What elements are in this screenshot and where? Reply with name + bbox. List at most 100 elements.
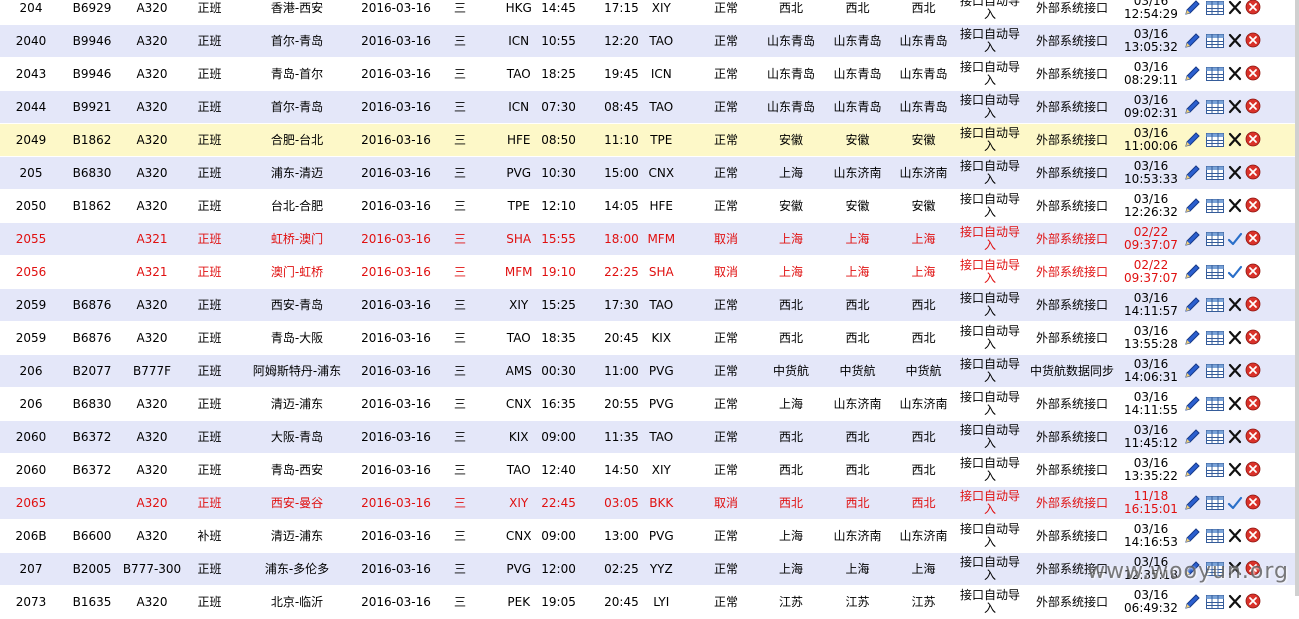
delete-circle-icon[interactable] xyxy=(1245,197,1261,215)
table-grid-icon[interactable] xyxy=(1205,461,1225,479)
pencil-icon[interactable] xyxy=(1183,296,1203,314)
table-row[interactable]: 2059 B6876 A320 正班 西安-青岛 2016-03-16 三 XIY 15:25… xyxy=(0,288,1295,322)
table-row[interactable]: 2059 B6876 A320 正班 青岛-大阪 2016-03-16 三 TAO 18:35… xyxy=(0,321,1295,355)
x-icon[interactable] xyxy=(1227,428,1243,446)
table-grid-icon[interactable] xyxy=(1205,164,1225,182)
delete-circle-icon[interactable] xyxy=(1245,560,1261,578)
delete-circle-icon[interactable] xyxy=(1245,131,1261,149)
x-icon[interactable] xyxy=(1227,560,1243,578)
table-row[interactable]: 2065 A320 正班 西安-曼谷 2016-03-16 三 XIY 22:45 03:0… xyxy=(0,486,1295,520)
date-cell: 2016-03-16 xyxy=(357,189,435,223)
pencil-icon[interactable] xyxy=(1183,395,1203,413)
delete-circle-icon[interactable] xyxy=(1245,461,1261,479)
delete-circle-icon[interactable] xyxy=(1245,98,1261,116)
pencil-icon[interactable] xyxy=(1183,362,1203,380)
table-grid-icon[interactable] xyxy=(1205,527,1225,545)
table-row[interactable]: 204 B6929 A320 正班 香港-西安 2016-03-16 三 HKG 14:45 … xyxy=(0,0,1295,25)
table-row[interactable]: 205 B6830 A320 正班 浦东-清迈 2016-03-16 三 PVG 10:30 … xyxy=(0,156,1295,190)
weekday-cell: 三 xyxy=(435,24,485,58)
pencil-icon[interactable] xyxy=(1183,0,1203,17)
x-icon[interactable] xyxy=(1227,131,1243,149)
table-row[interactable]: 2055 A321 正班 虹桥-澳门 2016-03-16 三 SHA 15:55 18:0… xyxy=(0,222,1295,256)
table-grid-icon[interactable] xyxy=(1205,65,1225,83)
x-icon[interactable] xyxy=(1227,527,1243,545)
pencil-icon[interactable] xyxy=(1183,329,1203,347)
pencil-icon[interactable] xyxy=(1183,527,1203,545)
pencil-icon[interactable] xyxy=(1183,197,1203,215)
pencil-icon[interactable] xyxy=(1183,263,1203,281)
pencil-icon[interactable] xyxy=(1183,65,1203,83)
pencil-icon[interactable] xyxy=(1183,560,1203,578)
x-icon[interactable] xyxy=(1227,329,1243,347)
table-grid-icon[interactable] xyxy=(1205,32,1225,50)
x-icon[interactable] xyxy=(1227,461,1243,479)
table-grid-icon[interactable] xyxy=(1205,329,1225,347)
pencil-icon[interactable] xyxy=(1183,230,1203,248)
x-icon[interactable] xyxy=(1227,395,1243,413)
delete-circle-icon[interactable] xyxy=(1245,263,1261,281)
table-row[interactable]: 2043 B9946 A320 正班 青岛-首尔 2016-03-16 三 TAO 18:25… xyxy=(0,57,1295,91)
delete-circle-icon[interactable] xyxy=(1245,329,1261,347)
table-grid-icon[interactable] xyxy=(1205,0,1225,17)
table-row[interactable]: 206B B6600 A320 补班 清迈-浦东 2016-03-16 三 CNX 09:00… xyxy=(0,519,1295,553)
checkmark-icon[interactable] xyxy=(1227,230,1243,248)
table-grid-icon[interactable] xyxy=(1205,230,1225,248)
table-row[interactable]: 206 B2077 B777F 正班 阿姆斯特丹-浦东 2016-03-16 三 AMS 00… xyxy=(0,354,1295,388)
table-grid-icon[interactable] xyxy=(1205,395,1225,413)
table-row[interactable]: 2049 B1862 A320 正班 合肥-台北 2016-03-16 三 HFE 08:50… xyxy=(0,123,1295,157)
x-icon[interactable] xyxy=(1227,65,1243,83)
table-grid-icon[interactable] xyxy=(1205,494,1225,512)
table-row[interactable]: 2044 B9921 A320 正班 首尔-青岛 2016-03-16 三 ICN 07:30… xyxy=(0,90,1295,124)
delete-circle-icon[interactable] xyxy=(1245,230,1261,248)
dept3-cell: 山东青岛 xyxy=(890,90,957,124)
pencil-icon[interactable] xyxy=(1183,32,1203,50)
table-row[interactable]: 2073 B1635 A320 正班 北京-临沂 2016-03-16 三 PEK 19:05… xyxy=(0,585,1295,619)
delete-circle-icon[interactable] xyxy=(1245,395,1261,413)
pencil-icon[interactable] xyxy=(1183,494,1203,512)
pencil-icon[interactable] xyxy=(1183,428,1203,446)
table-grid-icon[interactable] xyxy=(1205,98,1225,116)
x-icon[interactable] xyxy=(1227,296,1243,314)
import-mode: 接口自动导入 xyxy=(959,291,1020,318)
delete-circle-icon[interactable] xyxy=(1245,164,1261,182)
table-row[interactable]: 2050 B1862 A320 正班 台北-合肥 2016-03-16 三 TPE 12:10… xyxy=(0,189,1295,223)
pencil-icon[interactable] xyxy=(1183,461,1203,479)
x-icon[interactable] xyxy=(1227,197,1243,215)
x-icon[interactable] xyxy=(1227,98,1243,116)
table-grid-icon[interactable] xyxy=(1205,428,1225,446)
x-icon[interactable] xyxy=(1227,32,1243,50)
delete-circle-icon[interactable] xyxy=(1245,494,1261,512)
delete-circle-icon[interactable] xyxy=(1245,362,1261,380)
checkmark-icon[interactable] xyxy=(1227,494,1243,512)
delete-circle-icon[interactable] xyxy=(1245,296,1261,314)
table-grid-icon[interactable] xyxy=(1205,263,1225,281)
table-row[interactable]: 2060 B6372 A320 正班 大阪-青岛 2016-03-16 三 KIX 09:00… xyxy=(0,420,1295,454)
flight-type-cell: 正班 xyxy=(182,486,237,520)
table-row[interactable]: 206 B6830 A320 正班 清迈-浦东 2016-03-16 三 CNX 16:35 … xyxy=(0,387,1295,421)
delete-circle-icon[interactable] xyxy=(1245,428,1261,446)
table-row[interactable]: 207 B2005 B777-300 正班 浦东-多伦多 2016-03-16 三 PVG 1… xyxy=(0,552,1295,586)
x-icon[interactable] xyxy=(1227,0,1243,17)
x-icon[interactable] xyxy=(1227,164,1243,182)
table-row[interactable]: 2060 B6372 A320 正班 青岛-西安 2016-03-16 三 TAO 12:40… xyxy=(0,453,1295,487)
pencil-icon[interactable] xyxy=(1183,131,1203,149)
table-grid-icon[interactable] xyxy=(1205,362,1225,380)
table-grid-icon[interactable] xyxy=(1205,296,1225,314)
table-row[interactable]: 2040 B9946 A320 正班 首尔-青岛 2016-03-16 三 ICN 10:55… xyxy=(0,24,1295,58)
delete-circle-icon[interactable] xyxy=(1245,0,1261,17)
table-row[interactable]: 2056 A321 正班 澳门-虹桥 2016-03-16 三 MFM 19:10 22:2… xyxy=(0,255,1295,289)
updated-date: 02/22 xyxy=(1133,258,1169,272)
delete-circle-icon[interactable] xyxy=(1245,527,1261,545)
scrollbar[interactable] xyxy=(1295,0,1299,596)
checkmark-icon[interactable] xyxy=(1227,263,1243,281)
table-grid-icon[interactable] xyxy=(1205,197,1225,215)
table-grid-icon[interactable] xyxy=(1205,560,1225,578)
flight-number: 206B xyxy=(15,528,47,543)
delete-circle-icon[interactable] xyxy=(1245,65,1261,83)
pencil-icon[interactable] xyxy=(1183,98,1203,116)
delete-circle-icon[interactable] xyxy=(1245,32,1261,50)
x-icon[interactable] xyxy=(1227,362,1243,380)
status-cell: 取消 xyxy=(695,486,757,520)
pencil-icon[interactable] xyxy=(1183,164,1203,182)
table-grid-icon[interactable] xyxy=(1205,131,1225,149)
